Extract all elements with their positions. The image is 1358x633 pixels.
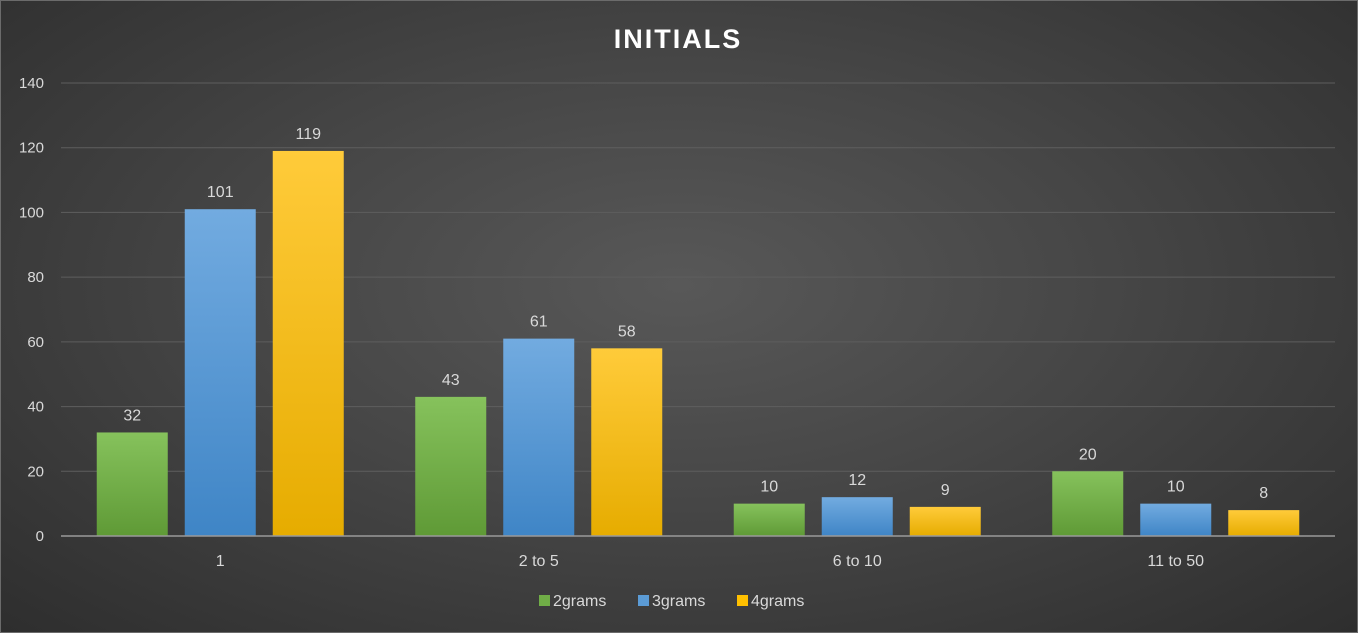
bar-4grams-2-to-5 xyxy=(591,348,663,536)
data-label: 10 xyxy=(760,479,778,496)
legend-swatch xyxy=(737,595,748,606)
legend-label: 2grams xyxy=(553,593,606,610)
bar-4grams-11-to-50 xyxy=(1228,510,1300,536)
data-label: 12 xyxy=(848,472,866,489)
bar-4grams-1 xyxy=(272,150,344,536)
data-label: 32 xyxy=(123,407,141,424)
legend-item-4grams: 4grams xyxy=(737,593,804,610)
legend-item-2grams: 2grams xyxy=(539,593,606,610)
legend-item-3grams: 3grams xyxy=(638,593,705,610)
data-labels: 32 101 119 43 61 58 10 12 9 20 10 8 xyxy=(123,126,1268,502)
data-label: 58 xyxy=(618,323,636,340)
bar-3grams-2-to-5 xyxy=(503,338,575,536)
category-label: 1 xyxy=(216,553,225,570)
legend-label: 4grams xyxy=(751,593,804,610)
legend-swatch xyxy=(638,595,649,606)
y-tick-label: 0 xyxy=(36,528,44,545)
bar-3grams-11-to-50 xyxy=(1140,503,1212,536)
y-tick-label: 20 xyxy=(27,463,44,480)
data-label: 61 xyxy=(530,314,548,331)
bar-3grams-1 xyxy=(184,209,256,536)
y-tick-label: 140 xyxy=(19,75,44,92)
bar-3grams-6-to-10 xyxy=(821,497,893,536)
chart-title: INITIALS xyxy=(614,24,743,54)
bars xyxy=(96,150,1300,536)
x-axis-categories: 1 2 to 5 6 to 10 11 to 50 xyxy=(216,553,1204,570)
data-label: 20 xyxy=(1079,446,1097,463)
legend-label: 3grams xyxy=(652,593,705,610)
y-tick-label: 40 xyxy=(27,399,44,416)
bar-2grams-1 xyxy=(96,432,168,536)
data-label: 10 xyxy=(1167,479,1185,496)
y-tick-label: 60 xyxy=(27,334,44,351)
legend-swatch xyxy=(539,595,550,606)
data-label: 8 xyxy=(1259,485,1268,502)
category-label: 11 to 50 xyxy=(1147,553,1204,570)
data-label: 101 xyxy=(207,184,234,201)
y-tick-label: 80 xyxy=(27,269,44,286)
category-label: 2 to 5 xyxy=(519,553,559,570)
y-tick-label: 100 xyxy=(19,204,44,221)
legend: 2grams 3grams 4grams xyxy=(539,593,804,610)
bar-4grams-6-to-10 xyxy=(909,506,981,536)
y-axis-ticks: 0 20 40 60 80 100 120 140 xyxy=(19,75,44,545)
data-label: 43 xyxy=(442,372,460,389)
bar-2grams-6-to-10 xyxy=(733,503,805,536)
category-label: 6 to 10 xyxy=(833,553,882,570)
bar-2grams-2-to-5 xyxy=(415,396,487,536)
data-label: 119 xyxy=(295,126,321,143)
data-label: 9 xyxy=(941,482,950,499)
bar-2grams-11-to-50 xyxy=(1052,471,1124,536)
y-tick-label: 120 xyxy=(19,140,44,157)
